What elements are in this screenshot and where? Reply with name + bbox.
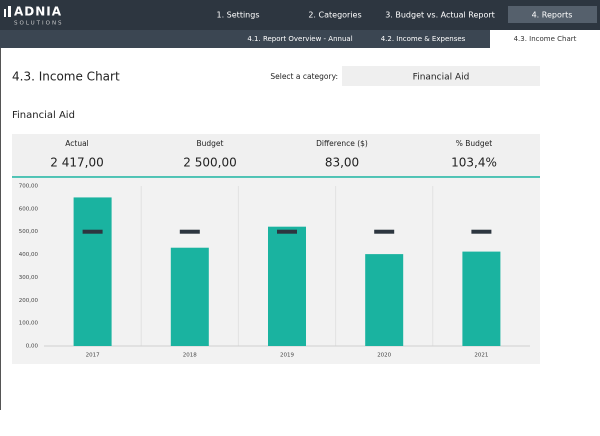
logo: ADNIA <box>14 5 62 19</box>
page-title: 4.3. Income Chart <box>12 70 120 84</box>
bar <box>171 248 209 346</box>
x-tick-label: 2018 <box>183 353 197 359</box>
sub-tab[interactable]: 4.3. Income Chart <box>514 35 577 43</box>
logo-sub: SOLUTIONS <box>14 21 64 27</box>
y-tick-label: 400,00 <box>19 252 39 258</box>
x-tick-label: 2019 <box>280 353 294 359</box>
y-tick-label: 0,00 <box>26 344 39 350</box>
nav-tab[interactable]: 1. Settings <box>217 11 260 20</box>
kpi-label: Difference ($) <box>316 139 368 148</box>
nav-tab[interactable]: 3. Budget vs. Actual Report <box>385 11 495 20</box>
bar <box>365 254 403 346</box>
sub-tab[interactable]: 4.1. Report Overview - Annual <box>247 35 352 43</box>
kpi-value: 2 500,00 <box>183 156 236 170</box>
budget-marker <box>374 230 394 234</box>
sub-tab[interactable]: 4.2. Income & Expenses <box>381 35 466 43</box>
bar <box>462 252 500 346</box>
select-label: Select a category: <box>270 72 338 81</box>
kpi-value: 103,4% <box>451 156 497 170</box>
kpi-label: Actual <box>65 139 89 148</box>
x-tick-label: 2020 <box>377 353 391 359</box>
y-tick-label: 500,00 <box>19 229 39 235</box>
budget-marker <box>180 230 200 234</box>
y-tick-label: 100,00 <box>19 321 39 327</box>
bar <box>74 197 112 346</box>
budget-marker <box>83 230 103 234</box>
select-value[interactable]: Financial Aid <box>413 73 470 83</box>
budget-marker <box>277 230 297 234</box>
kpi-label: Budget <box>197 139 224 148</box>
nav-tab[interactable]: 2. Categories <box>308 11 361 20</box>
nav-tab[interactable]: 4. Reports <box>532 11 573 20</box>
bar <box>268 227 306 346</box>
budget-marker <box>471 230 491 234</box>
y-tick-label: 200,00 <box>19 298 39 304</box>
y-tick-label: 700,00 <box>19 184 39 190</box>
x-tick-label: 2021 <box>474 353 488 359</box>
section-title: Financial Aid <box>12 110 75 121</box>
y-tick-label: 600,00 <box>19 206 39 212</box>
x-tick-label: 2017 <box>86 353 100 359</box>
kpi-value: 83,00 <box>325 156 359 170</box>
kpi-value: 2 417,00 <box>50 156 103 170</box>
y-tick-label: 300,00 <box>19 275 39 281</box>
kpi-label: % Budget <box>456 139 493 148</box>
